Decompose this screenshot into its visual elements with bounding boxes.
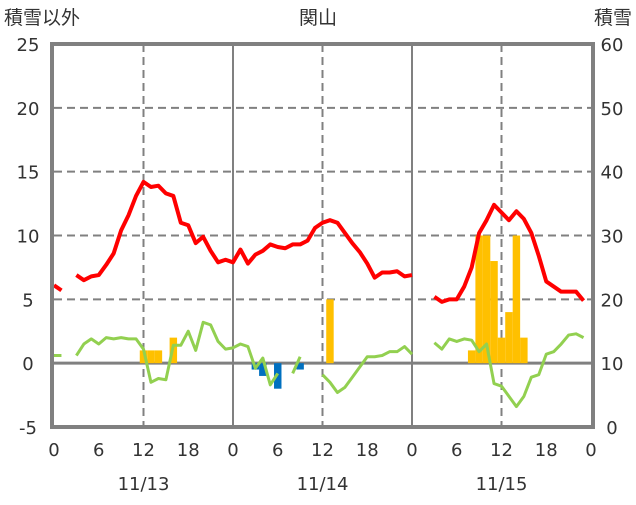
y-left-tick-label: 5: [22, 290, 33, 311]
y-right-tick-label: 50: [601, 99, 624, 120]
y-left-tick-label: 0: [22, 354, 33, 375]
x-tick-label: 12: [132, 440, 155, 461]
snowfall-bar: [482, 235, 491, 364]
snowfall-bar: [490, 261, 498, 364]
x-tick-label: 0: [227, 440, 238, 461]
left-axis-title: 積雪以外: [4, 7, 80, 29]
snowfall-bar: [467, 350, 476, 364]
x-tick-label: 6: [451, 440, 462, 461]
date-label: 11/14: [297, 474, 349, 495]
y-left-tick-label: 10: [17, 227, 40, 248]
snowfall-bar: [475, 235, 483, 364]
green-line-segment: [433, 332, 585, 409]
chart-title: 関山: [299, 7, 337, 29]
plot-frame: [50, 42, 595, 429]
y-right-tick-label: 40: [601, 163, 624, 184]
green-line-segment: [291, 356, 302, 374]
x-tick-label: 12: [311, 440, 334, 461]
x-tick-label: 18: [535, 440, 558, 461]
x-tick-label: 18: [356, 440, 379, 461]
y-right-tick-label: 30: [601, 227, 624, 248]
snowfall-bar: [139, 350, 148, 364]
date-label: 11/15: [476, 474, 528, 495]
snowfall-bar: [520, 337, 528, 364]
date-label: 11/13: [118, 474, 170, 495]
snowfall-bar: [505, 312, 513, 364]
x-tick-label: 6: [272, 440, 283, 461]
snowfall-bar: [512, 235, 521, 364]
snowfall-bar: [154, 350, 163, 364]
green-line-segment: [321, 345, 414, 395]
x-tick-label: 0: [406, 440, 417, 461]
y-right-tick-label: 60: [601, 35, 624, 56]
x-tick-label: 12: [490, 440, 513, 461]
red-line-segment: [433, 202, 586, 304]
red-line-segment: [52, 283, 63, 293]
y-left-tick-label: 20: [17, 99, 40, 120]
bars: [139, 235, 528, 389]
y-left-tick-label: 25: [17, 35, 40, 56]
blue-bar: [259, 363, 267, 376]
y-right-tick-label: 0: [606, 418, 617, 439]
y-left-tick-label: -5: [19, 418, 37, 439]
y-right-tick-label: 20: [601, 290, 624, 311]
y-right-tick-label: 10: [601, 354, 624, 375]
x-tick-label: 0: [48, 440, 59, 461]
x-tick-label: 0: [585, 440, 596, 461]
x-tick-label: 6: [93, 440, 104, 461]
grid: [54, 44, 591, 427]
y-left-tick-label: 15: [17, 163, 40, 184]
frame: [50, 42, 595, 429]
snowfall-bar: [147, 350, 155, 364]
x-tick-label: 18: [177, 440, 200, 461]
red-line-segment: [75, 179, 413, 283]
green-line-segment: [75, 320, 280, 387]
right-axis-title: 積雪: [594, 7, 632, 29]
snowfall-bar: [497, 337, 506, 364]
blue-bar: [296, 363, 304, 370]
snowfall-bar: [326, 299, 334, 364]
